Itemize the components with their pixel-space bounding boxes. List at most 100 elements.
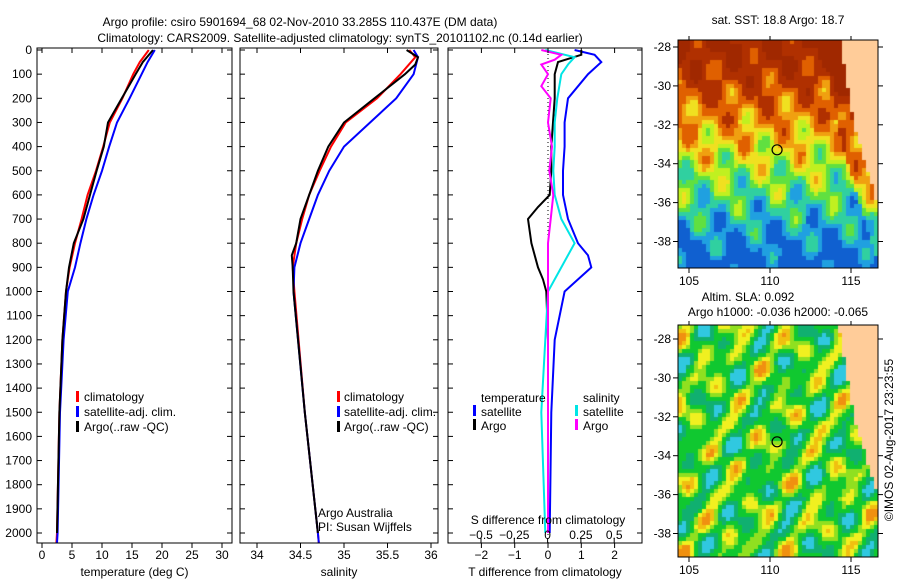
legend-swatch-s-satellite — [575, 405, 578, 416]
lat-tick-label: -34 — [654, 449, 672, 463]
series-line-s-argo — [539, 49, 564, 533]
x-axis-label: T difference from climatology — [468, 565, 622, 579]
y-tick-label: 200 — [12, 91, 32, 105]
y-tick-label: 300 — [12, 115, 32, 129]
y-tick-label: 1000 — [5, 285, 32, 299]
series-line-climatology — [55, 49, 150, 543]
profile-panel-1: 0100200300400500600700800900100011001200… — [5, 43, 233, 579]
plot-frame — [447, 47, 643, 544]
lat-tick-label: -28 — [654, 332, 672, 346]
lat-tick-label: -38 — [654, 235, 672, 249]
argo-position-marker — [771, 144, 783, 156]
x-tick-label: 35 — [337, 548, 351, 562]
x-tick-label: 35.5 — [376, 548, 400, 562]
legend-swatch-satellite — [76, 406, 79, 417]
x-tick-label: 1 — [578, 548, 585, 562]
s-axis-label: S difference from climatology — [471, 513, 626, 527]
map-axes-2: 105 110 115 -28 -30 -32 -34 -36 -38 — [654, 321, 883, 577]
legend-title-salinity: salinity — [583, 391, 620, 405]
y-tick-label: 1200 — [5, 333, 32, 347]
y-tick-label: 1700 — [5, 454, 32, 468]
y-tick-label: 900 — [12, 260, 32, 274]
copyright-timestamp: ©IMOS 02-Aug-2017 23:23:55 — [882, 359, 896, 522]
x-tick-label: 25 — [185, 548, 199, 562]
annotation-argo-australia: Argo Australia — [318, 506, 393, 520]
y-tick-label: 500 — [12, 164, 32, 178]
x-tick-label: 5 — [69, 548, 76, 562]
y-tick-label: 400 — [12, 140, 32, 154]
legend-label: Argo(..raw -QC) — [344, 420, 429, 434]
sla-map-title: Altim. SLA: 0.092 — [702, 290, 795, 304]
x-tick-label: −2 — [475, 548, 489, 562]
map-axes: 105 110 115 -28 -30 -32 -34 -36 -38 105 110 115 -28 -… — [654, 36, 883, 577]
map-frame — [677, 324, 879, 558]
legend-label: Argo — [481, 419, 507, 433]
series-line-argo-raw-qc- — [290, 49, 420, 534]
legend-label: satellite-adj. clim. — [344, 405, 436, 419]
y-tick-label: 1500 — [5, 405, 32, 419]
legend-label: satellite-adj. clim. — [84, 405, 176, 419]
x-tick-label: −1 — [508, 548, 522, 562]
lat-tick-label: -34 — [654, 157, 672, 171]
temperature-legend: climatology satellite-adj. clim. Argo(..… — [76, 390, 176, 434]
legend-label: climatology — [84, 390, 144, 404]
legend-label: Argo — [583, 419, 609, 433]
lon-tick-label: 115 — [841, 274, 860, 288]
series-line-s-satellite — [540, 49, 577, 534]
y-tick-label: 0 — [25, 43, 32, 57]
s-tick-label: −0.25 — [499, 528, 530, 542]
legend-swatch-t-satellite — [473, 405, 476, 416]
y-tick-label: 1900 — [5, 502, 32, 516]
x-axis-label: salinity — [321, 565, 358, 579]
y-tick-label: 1100 — [6, 309, 32, 323]
series-line-satellite-adj-clim- — [56, 49, 156, 543]
y-tick-label: 1400 — [5, 381, 32, 395]
x-tick-label: 30 — [215, 548, 229, 562]
difference-legend: temperature satellite Argo salinity sate… — [471, 391, 626, 527]
legend-swatch-t-argo — [473, 419, 476, 430]
x-axis-label: temperature (deg C) — [80, 565, 188, 579]
legend-swatch-climatology — [76, 391, 79, 402]
lon-tick-label: 105 — [679, 563, 699, 577]
series-line-t-argo — [526, 50, 583, 533]
s-tick-label: 0 — [544, 528, 551, 542]
profile-panels: 0100200300400500600700800900100011001200… — [5, 43, 643, 579]
lat-tick-label: -36 — [654, 196, 672, 210]
legend-title-temperature: temperature — [481, 391, 546, 405]
legend-label: satellite — [583, 405, 624, 419]
series-line-t-satellite — [548, 49, 603, 534]
y-tick-label: 2000 — [5, 526, 32, 540]
s-tick-label: −0.5 — [469, 528, 493, 542]
y-tick-label: 1300 — [5, 357, 32, 371]
lat-tick-label: -32 — [654, 410, 672, 424]
y-tick-label: 1600 — [5, 429, 32, 443]
sla-map-subtitle: Argo h1000: -0.036 h2000: -0.065 — [688, 305, 868, 319]
x-tick-label: 0 — [39, 548, 46, 562]
map-axes-1: 105 110 115 -28 -30 -32 -34 -36 -38 — [654, 36, 883, 288]
figure-title-line2: Climatology: CARS2009. Satellite-adjuste… — [97, 31, 582, 45]
x-tick-label: 15 — [125, 548, 139, 562]
series-line-argo-raw-qc- — [56, 49, 154, 534]
x-tick-label: 10 — [95, 548, 109, 562]
legend-swatch-climatology — [337, 391, 340, 402]
lat-tick-label: -30 — [654, 79, 672, 93]
legend-swatch-argo — [337, 421, 340, 432]
sst-map-title: sat. SST: 18.8 Argo: 18.7 — [712, 13, 845, 27]
salinity-legend: climatology satellite-adj. clim. Argo(..… — [318, 390, 436, 534]
lon-tick-label: 110 — [760, 563, 779, 577]
lat-tick-label: -36 — [654, 488, 672, 502]
legend-label: Argo(..raw -QC) — [84, 420, 169, 434]
legend-swatch-argo — [76, 421, 79, 432]
y-tick-label: 100 — [12, 67, 32, 81]
lat-tick-label: -30 — [654, 371, 672, 385]
sst-map — [678, 40, 878, 268]
plot-frame — [36, 47, 233, 544]
s-tick-label: 0.5 — [606, 528, 623, 542]
lon-tick-label: 115 — [841, 563, 860, 577]
lat-tick-label: -28 — [654, 40, 672, 54]
map-frame — [677, 39, 879, 269]
argo-position-marker — [771, 436, 783, 448]
y-tick-label: 800 — [12, 236, 32, 250]
lon-tick-label: 105 — [679, 274, 699, 288]
